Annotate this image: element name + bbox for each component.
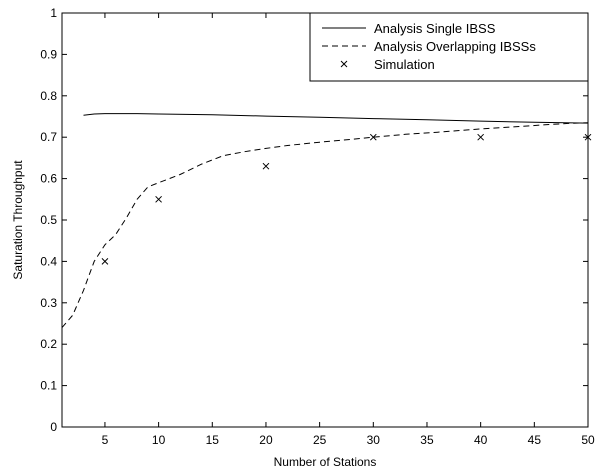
series-layer — [61, 113, 592, 328]
simulation-marker — [155, 195, 162, 203]
x-tick-label: 30 — [367, 433, 381, 447]
x-tick-label: 40 — [474, 433, 488, 447]
x-tick-label: 10 — [152, 433, 166, 447]
y-tick-label: 0.1 — [40, 379, 57, 393]
x-tick-label: 45 — [528, 433, 542, 447]
simulation-marker — [477, 133, 485, 141]
series-0 — [83, 113, 589, 124]
y-tick-label: 0.7 — [40, 130, 57, 144]
series-line-1 — [61, 122, 589, 328]
y-axis-label: Saturation Throughput — [11, 160, 25, 280]
simulation-marker — [369, 133, 377, 141]
y-tick-label: 0.8 — [40, 89, 57, 103]
legend-label-1: Analysis Overlapping IBSSs — [374, 39, 536, 54]
x-tick-label: 50 — [581, 433, 595, 447]
simulation-marker — [101, 258, 109, 265]
y-tick-label: 0.4 — [40, 254, 57, 268]
legend-swatch-2 — [340, 60, 348, 68]
simulation-marker — [340, 60, 348, 68]
y-tick-label: 0.3 — [40, 296, 57, 310]
simulation-marker — [262, 162, 270, 170]
legend-label-2: Simulation — [374, 57, 435, 72]
x-axis-label: Number of Stations — [274, 455, 377, 469]
series-2 — [101, 133, 592, 265]
x-tick-label: 35 — [420, 433, 434, 447]
series-line-0 — [83, 113, 589, 124]
y-tick-label: 0.2 — [40, 337, 57, 351]
x-tick-label: 25 — [313, 433, 327, 447]
series-1 — [61, 122, 589, 328]
legend: Analysis Single IBSS Analysis Overlapping… — [309, 12, 589, 82]
y-tick-label: 0.9 — [40, 47, 57, 61]
legend-label-0: Analysis Single IBSS — [374, 21, 496, 36]
y-tick-label: 0 — [50, 420, 57, 434]
y-tick-label: 0.5 — [40, 213, 57, 227]
x-tick-label: 15 — [206, 433, 220, 447]
y-tick-label: 1 — [50, 6, 57, 20]
legend-box — [309, 12, 589, 82]
x-tick-label: 5 — [102, 433, 109, 447]
y-tick-label: 0.6 — [40, 172, 57, 186]
x-tick-label: 20 — [259, 433, 273, 447]
tick-layer: 5 10 15 20 25 30 35 40 45 50 0 0.1 0.2 0.3 0.4 0.5 0.6 0.… — [40, 6, 595, 447]
